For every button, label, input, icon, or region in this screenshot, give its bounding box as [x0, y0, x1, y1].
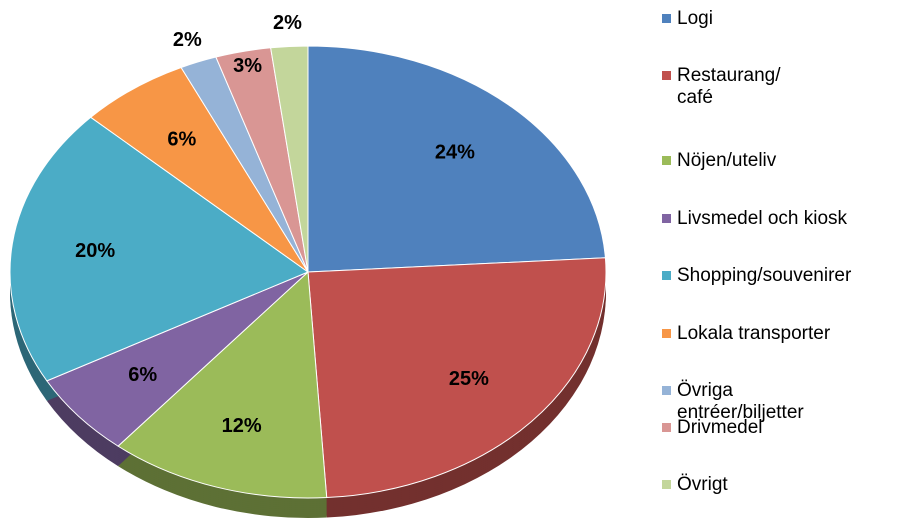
data-label: 20%	[75, 240, 115, 262]
data-label: 12%	[222, 415, 262, 437]
legend-swatch	[662, 480, 671, 489]
data-label: 3%	[233, 55, 262, 77]
legend-item: Lokala transporter	[662, 323, 830, 345]
legend-swatch	[662, 386, 671, 395]
legend-swatch	[662, 214, 671, 223]
legend-label: Restaurang/ café	[677, 65, 781, 108]
legend-label: Shopping/souvenirer	[677, 265, 852, 286]
legend-item: Nöjen/uteliv	[662, 150, 776, 172]
legend-label: Logi	[677, 8, 713, 29]
legend-label: Nöjen/uteliv	[677, 150, 777, 171]
legend-item: Livsmedel och kiosk	[662, 208, 847, 230]
legend-swatch	[662, 156, 671, 165]
legend-swatch	[662, 71, 671, 80]
data-label: 24%	[435, 142, 475, 164]
slice	[9, 116, 310, 382]
slice	[117, 270, 328, 499]
legend-label: Drivmedel	[677, 417, 763, 438]
legend-swatch	[662, 271, 671, 280]
data-label: 2%	[173, 29, 202, 51]
legend-item: Drivmedel	[662, 417, 763, 439]
data-label: 2%	[273, 12, 302, 34]
legend-item: Övriga entréer/biljetter	[662, 380, 804, 424]
slice	[270, 45, 309, 273]
legend-swatch	[662, 423, 671, 432]
legend-item: Övrigt	[662, 474, 728, 496]
legend-item: Logi	[662, 8, 713, 30]
legend-item: Restaurang/ café	[662, 65, 781, 109]
pie-top	[9, 45, 607, 499]
legend-label: Livsmedel och kiosk	[677, 208, 848, 229]
legend-item: Shopping/souvenirer	[662, 265, 851, 287]
legend-label: Övrigt	[677, 474, 728, 495]
legend-label: Lokala transporter	[677, 323, 831, 344]
data-label: 25%	[449, 368, 489, 390]
legend-label: Övriga entréer/biljetter	[677, 380, 804, 423]
legend-swatch	[662, 14, 671, 23]
legend-swatch	[662, 329, 671, 338]
slice	[307, 257, 607, 499]
data-label: 6%	[167, 129, 196, 151]
slice	[307, 45, 606, 273]
data-label: 6%	[128, 364, 157, 386]
